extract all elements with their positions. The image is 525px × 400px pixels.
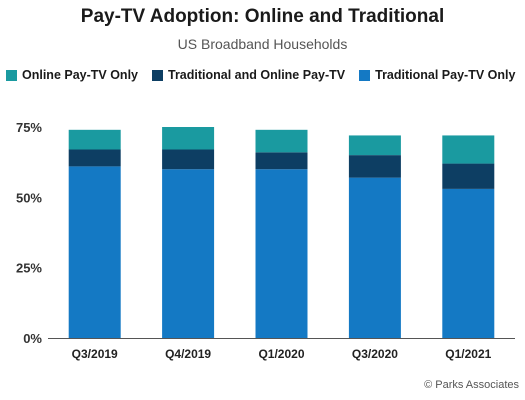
- y-tick-label: 75%: [16, 120, 42, 135]
- bar-segment: [442, 163, 495, 189]
- bar-segment: [348, 177, 401, 338]
- x-tick-label: Q1/2020: [258, 347, 304, 361]
- x-tick-label: Q3/2019: [72, 347, 118, 361]
- bar-segment: [255, 152, 308, 170]
- y-tick-label: 25%: [16, 261, 42, 276]
- legend-swatch-online-only: [6, 69, 17, 81]
- bar-segment: [162, 149, 215, 170]
- bar-segment: [68, 166, 121, 338]
- bar-segment: [68, 129, 121, 150]
- x-tick-label: Q4/2019: [165, 347, 211, 361]
- legend-label-online-only: Online Pay-TV Only: [22, 68, 138, 82]
- x-tick-label: Q1/2021: [445, 347, 491, 361]
- legend-label-traditional-and-online: Traditional and Online Pay-TV: [168, 68, 346, 82]
- bar-segment: [255, 169, 308, 338]
- bar-segment: [348, 135, 401, 156]
- bar-segment: [442, 188, 495, 338]
- legend-swatch-traditional-only: [359, 69, 371, 81]
- bar-segment: [68, 149, 121, 167]
- bar-segment: [255, 129, 308, 153]
- legend-swatch-traditional-and-online: [152, 69, 163, 81]
- legend-item-traditional-and-online: Traditional and Online Pay-TV: [152, 68, 345, 82]
- y-tick-label: 50%: [16, 190, 42, 205]
- chart-subtitle: US Broadband Households: [177, 36, 348, 52]
- chart-title: Pay-TV Adoption: Online and Traditional: [80, 6, 445, 27]
- bar-segment: [442, 135, 495, 164]
- bar-segment: [348, 155, 401, 178]
- bar-segment: [162, 169, 215, 338]
- legend-item-traditional-only: Traditional Pay-TV Only: [359, 68, 515, 82]
- x-tick-label: Q3/2020: [352, 347, 398, 361]
- legend-item-online-only: Online Pay-TV Only: [6, 68, 138, 82]
- copyright-text: © Parks Associates: [424, 379, 519, 391]
- chart-legend: Online Pay-TV Only Traditional and Onlin…: [6, 68, 525, 82]
- bar-segment: [162, 127, 215, 150]
- y-tick-label: 0%: [23, 331, 42, 346]
- legend-label-traditional-only: Traditional Pay-TV Only: [375, 68, 516, 82]
